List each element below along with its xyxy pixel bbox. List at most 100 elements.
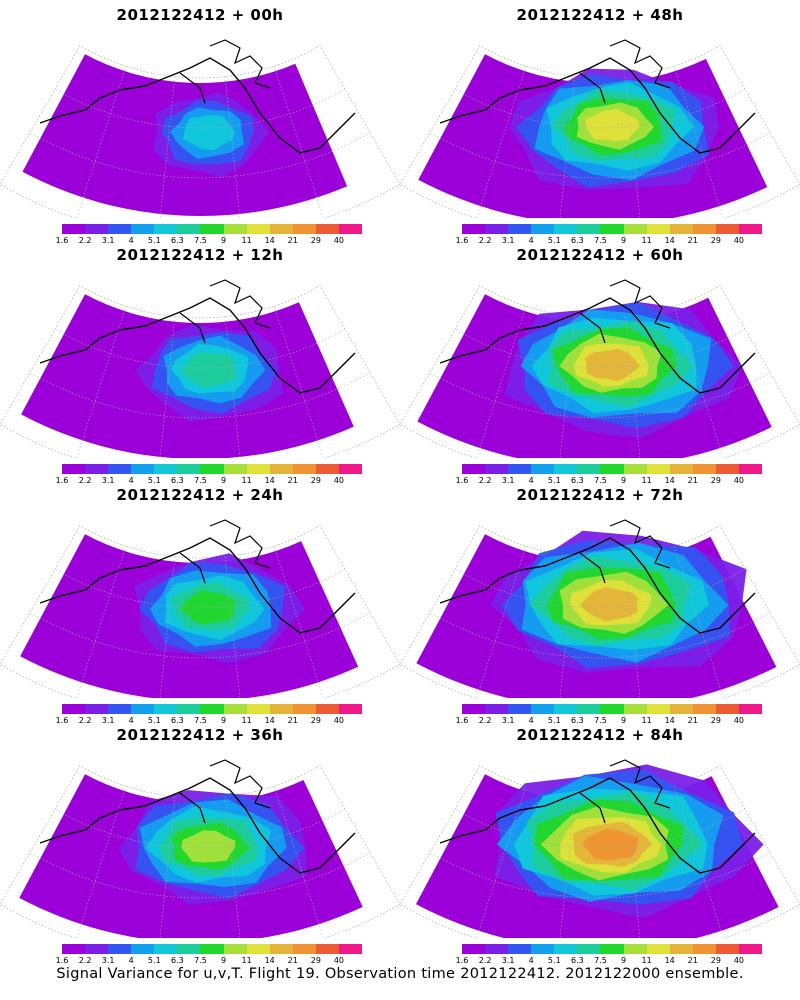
colorbar-swatch [338,464,363,474]
colorbar-swatch [508,944,532,954]
colorbar [462,224,763,234]
colorbar-labels: 1.6 2.2 3.1 4 5.1 6.3 7.5 9 11 14 21 29 40 [56,716,362,726]
colorbar-swatch [62,704,86,714]
colorbar-swatch [292,944,316,954]
colorbar-tick-label: 40 [733,236,745,245]
colorbar-tick-label: 5.1 [147,236,161,245]
colorbar-swatch [85,464,109,474]
arctic-coastline [179,519,271,584]
coastline [39,537,356,634]
variance-field [21,294,354,458]
arctic-coastline [579,39,671,104]
panel-title: 2012122412 + 24h [116,486,284,504]
colorbar-tick-label: 40 [733,956,745,965]
colorbar-swatch [600,224,624,234]
colorbar-tick-label: 40 [733,716,745,725]
colorbar-swatch [62,224,86,234]
coastline [439,57,756,154]
colorbar-swatch [154,224,178,234]
panel-title: 2012122412 + 48h [516,6,684,24]
colorbar-tick-label: 29 [310,236,321,245]
colorbar-swatch [485,464,509,474]
colorbar-tick-label: 3.1 [501,476,515,485]
colorbar-swatch [246,224,270,234]
variance-map [0,279,400,458]
colorbar-tick-label: 5.1 [547,716,561,725]
colorbar-tick-label: 6.3 [171,236,184,245]
colorbar-tick-label: 14 [264,476,275,485]
colorbar-tick-label: 9 [220,236,227,245]
colorbar-tick-label: 7.5 [194,716,207,725]
coastline [39,57,356,154]
colorbar-tick-label: 3.1 [501,236,515,245]
colorbar-swatch [646,944,670,954]
colorbar-tick-label: 40 [333,716,345,725]
colorbar-swatch [462,704,486,714]
colorbar-swatch [577,224,601,234]
colorbar-swatch [508,704,532,714]
colorbar-swatch [269,944,293,954]
colorbar-tick-label: 14 [664,476,675,485]
colorbar [462,704,763,714]
colorbar-tick-label: 7.5 [594,716,607,725]
graticule [429,306,771,458]
colorbar-swatch [315,464,339,474]
colorbar-swatch [292,704,316,714]
colorbar-tick-label: 9 [220,956,227,965]
colorbar-tick-label: 4 [528,956,534,965]
colorbar-swatch [715,944,739,954]
colorbar-swatch [715,704,739,714]
colorbar-tick-label: 1.6 [55,236,69,245]
variance-map [400,39,800,218]
colorbar-swatch [600,704,624,714]
colorbar-tick-label: 6.3 [171,716,184,725]
variance-map [400,279,800,458]
colorbar-swatch [623,224,647,234]
colorbar-tick-label: 29 [310,716,321,725]
colorbar-tick-label: 4 [128,236,134,245]
colorbar-labels: 1.6 2.2 3.1 4 5.1 6.3 7.5 9 11 14 21 29 40 [56,236,362,246]
colorbar-swatch [177,944,201,954]
colorbar-swatch [577,464,601,474]
map-panel: 2012122412 + 36h 1.6 2.2 3.1 4 5.1 6.3 7.5 9 11 14… [0,720,400,965]
colorbar-swatch [223,704,247,714]
panel-title: 2012122412 + 72h [516,486,684,504]
colorbar-swatch [246,464,270,474]
map-panel: 2012122412 + 12h 1.6 2.2 3.1 4 5.1 6.3 7.5 9 11 14… [0,240,400,485]
colorbar-tick-label: 11 [641,236,652,245]
colorbar-tick-label: 21 [687,236,698,245]
colorbar [62,944,363,954]
colorbar-swatch [669,464,693,474]
map-panel: 2012122412 + 48h 1.6 2.2 3.1 4 5.1 6.3 7.5 9 11 14… [400,0,800,245]
figure-caption: Signal Variance for u,v,T. Flight 19. Ob… [56,966,744,982]
colorbar-tick-label: 29 [710,956,721,965]
colorbar-tick-label: 2.2 [78,716,92,725]
colorbar-swatch [669,704,693,714]
colorbar-tick-label: 6.3 [171,956,184,965]
panel-title: 2012122412 + 12h [116,246,284,264]
colorbar-tick-label: 6.3 [571,716,584,725]
colorbar-labels: 1.6 2.2 3.1 4 5.1 6.3 7.5 9 11 14 21 29 40 [456,476,762,486]
colorbar-swatch [554,464,578,474]
variance-map [0,759,400,938]
colorbar-tick-label: 2.2 [78,236,92,245]
colorbar-swatch [338,704,363,714]
colorbar [462,464,763,474]
colorbar-swatch [577,944,601,954]
colorbar-swatch [462,944,486,954]
colorbar-tick-label: 5.1 [547,236,561,245]
colorbar [62,224,363,234]
arctic-coastline [179,39,271,104]
panel-title: 2012122412 + 00h [116,6,284,24]
colorbar-tick-label: 14 [264,716,275,725]
colorbar-swatch [531,704,555,714]
colorbar-tick-label: 9 [220,716,227,725]
panel-title: 2012122412 + 60h [516,246,684,264]
colorbar-swatch [485,704,509,714]
colorbar-swatch [131,704,155,714]
colorbar-tick-label: 4 [528,476,534,485]
colorbar-labels: 1.6 2.2 3.1 4 5.1 6.3 7.5 9 11 14 21 29 40 [56,956,362,966]
colorbar-swatch [646,464,670,474]
colorbar-tick-label: 9 [620,476,627,485]
